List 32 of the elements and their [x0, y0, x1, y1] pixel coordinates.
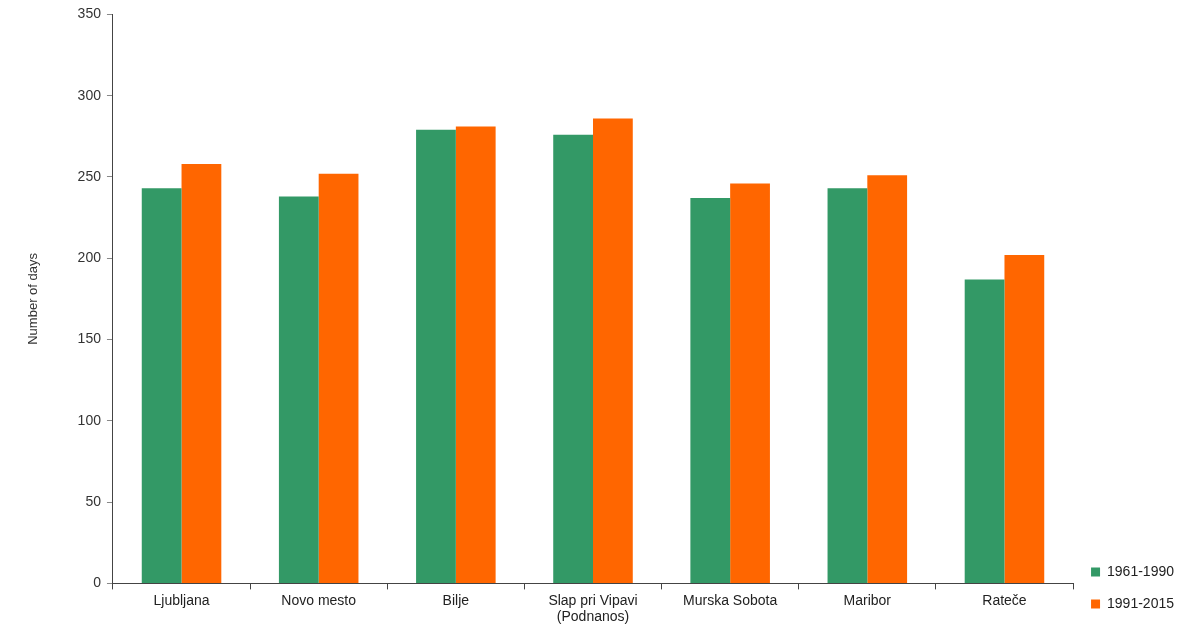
bar	[416, 129, 456, 583]
bar	[553, 134, 593, 583]
bar	[730, 183, 770, 583]
y-tick-label: 200	[77, 249, 102, 266]
bar	[593, 118, 633, 583]
x-tick-label: Murska Sobota	[683, 591, 778, 608]
y-tick-label: 150	[77, 330, 102, 347]
y-tick-label: 50	[85, 492, 102, 509]
y-tick-label: 300	[77, 86, 102, 103]
bar	[827, 188, 868, 583]
x-tick-label: Slap pri Vipavi (Podnanos)	[548, 591, 638, 625]
bar	[964, 279, 1005, 583]
bar	[1004, 255, 1045, 583]
y-tick-label: 0	[93, 574, 102, 591]
legend-label: 1991-2015	[1107, 594, 1175, 611]
bar	[867, 175, 908, 583]
y-tick-label: 350	[77, 5, 102, 22]
y-tick-label: 250	[77, 167, 102, 184]
x-tick-label: Bilje	[442, 591, 470, 608]
bar	[141, 188, 182, 583]
x-tick-label: Maribor	[843, 591, 892, 608]
x-tick-label: Novo mesto	[281, 591, 357, 608]
bar	[278, 196, 319, 583]
bar	[318, 173, 359, 583]
bar	[455, 126, 496, 583]
bar	[690, 198, 731, 583]
y-axis-title: Number of days	[25, 252, 41, 345]
y-tick-label: 100	[77, 411, 102, 428]
legend-label: 1961-1990	[1107, 562, 1175, 579]
x-tick-label: Rateče	[982, 591, 1027, 608]
bar	[181, 163, 222, 583]
x-tick-label: Ljubljana	[153, 591, 210, 608]
